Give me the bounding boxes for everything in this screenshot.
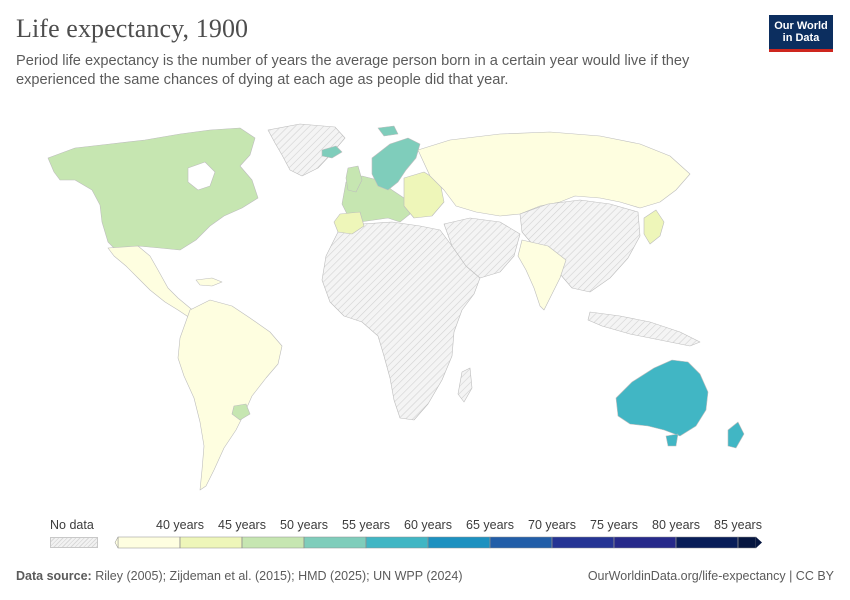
- region-iceland[interactable]: [321, 145, 343, 159]
- data-source: Data source: Riley (2005); Zijdeman et a…: [16, 569, 463, 583]
- legend-bin[interactable]: [675, 536, 739, 549]
- world-map: [47, 123, 745, 491]
- region-russia[interactable]: [417, 131, 691, 217]
- region-svalbard[interactable]: [377, 125, 399, 137]
- legend-tick-label: 85 years: [714, 518, 762, 532]
- chart-subtitle: Period life expectancy is the number of …: [16, 53, 690, 88]
- region-new-zealand[interactable]: [727, 421, 745, 449]
- legend-tick-label: 65 years: [466, 518, 514, 532]
- hudson-bay: [187, 161, 216, 191]
- region-north-america[interactable]: [47, 127, 259, 253]
- logo-line-2: in Data: [782, 32, 820, 44]
- legend-tick-label: 55 years: [342, 518, 390, 532]
- legend-tick-label: 50 years: [280, 518, 328, 532]
- legend-tick-label: 45 years: [218, 518, 266, 532]
- region-middle-east[interactable]: [443, 217, 521, 279]
- data-source-label: Data source:: [16, 569, 92, 583]
- region-south-america[interactable]: [177, 299, 283, 491]
- legend-arrow: [756, 537, 762, 548]
- legend-tick-label: 80 years: [652, 518, 700, 532]
- region-india[interactable]: [517, 239, 567, 311]
- chart-title: Life expectancy, 1900: [16, 14, 249, 43]
- region-indonesia[interactable]: [587, 311, 701, 347]
- legend-bin[interactable]: [489, 536, 553, 549]
- region-africa[interactable]: [321, 221, 481, 421]
- legend-bin[interactable]: [365, 536, 429, 549]
- legend-bin[interactable]: [303, 536, 367, 549]
- legend-tick-label: 75 years: [590, 518, 638, 532]
- region-japan[interactable]: [643, 209, 665, 245]
- region-madagascar[interactable]: [457, 367, 473, 403]
- region-british-isles[interactable]: [345, 165, 363, 193]
- region-scandinavia[interactable]: [371, 137, 421, 191]
- region-greenland[interactable]: [267, 123, 346, 177]
- source-url[interactable]: OurWorldinData.org/life-expectancy | CC …: [587, 569, 834, 583]
- logo-line-1: Our World: [774, 20, 828, 32]
- legend-bin[interactable]: [551, 536, 615, 549]
- region-caribbean[interactable]: [195, 277, 223, 287]
- region-iberia[interactable]: [333, 211, 365, 235]
- legend-bin[interactable]: [613, 536, 677, 549]
- legend-bin[interactable]: [179, 536, 243, 549]
- legend-bin[interactable]: [427, 536, 491, 549]
- legend-bin[interactable]: [241, 536, 305, 549]
- region-tasmania[interactable]: [665, 433, 679, 447]
- region-australia[interactable]: [615, 359, 709, 437]
- owid-logo[interactable]: Our World in Data: [769, 15, 833, 52]
- data-source-text: Riley (2005); Zijdeman et al. (2015); HM…: [95, 569, 463, 583]
- legend-no-data-label: No data: [50, 518, 94, 532]
- legend-start-cap: [114, 536, 119, 549]
- legend-tick-label: 40 years: [156, 518, 204, 532]
- legend-color-bar: 40 years 45 years 50 years 55 years 60 years…: [114, 518, 762, 549]
- legend-tick-label: 70 years: [528, 518, 576, 532]
- region-mexico[interactable]: [107, 245, 199, 319]
- legend-no-data-swatch: [50, 537, 98, 548]
- legend-tick-label: 60 years: [404, 518, 452, 532]
- region-eastern-europe[interactable]: [403, 171, 445, 219]
- region-uruguay[interactable]: [231, 403, 251, 421]
- legend-bin[interactable]: [117, 536, 181, 549]
- legend-bin[interactable]: [737, 536, 757, 549]
